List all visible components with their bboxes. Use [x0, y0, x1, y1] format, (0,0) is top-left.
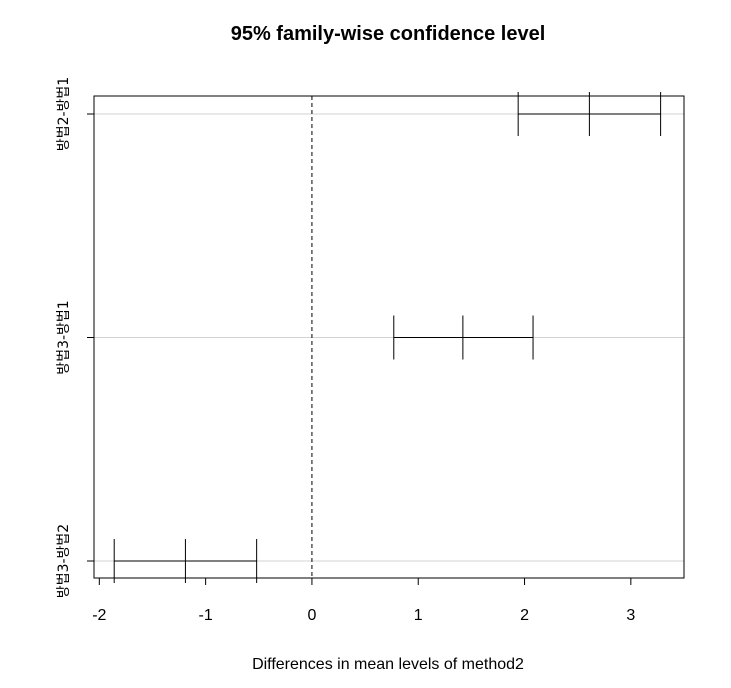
y-tick-label: 방법3-방법1: [56, 300, 72, 374]
x-tick-label: 0: [307, 607, 316, 624]
x-tick-label: 3: [626, 607, 635, 624]
x-tick-label: 2: [520, 607, 529, 624]
y-axis: 방법2-방법1 방법3-방법1 방법3-방법2: [56, 77, 94, 598]
x-axis-label: Differences in mean levels of method2: [252, 656, 524, 673]
x-axis: -2 -1 0 1 2 3: [92, 578, 635, 624]
x-tick-label: -1: [199, 607, 213, 624]
interval-2: [393, 315, 534, 360]
x-tick-label: -2: [92, 607, 106, 624]
x-tick-label: 1: [414, 607, 423, 624]
y-tick-label: 방법3-방법2: [56, 524, 72, 598]
interval-3: [113, 539, 258, 583]
y-tick-label: 방법2-방법1: [56, 77, 72, 151]
chart-title: 95% family-wise confidence level: [231, 23, 546, 45]
interval-1: [517, 92, 662, 136]
